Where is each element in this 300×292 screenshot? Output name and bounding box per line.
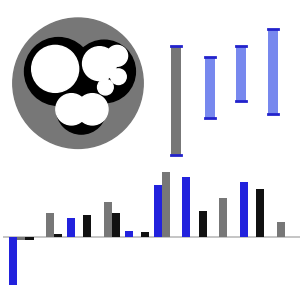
Bar xyxy=(236,46,246,101)
Bar xyxy=(162,172,170,237)
Bar xyxy=(182,176,190,237)
Circle shape xyxy=(25,38,92,105)
Bar xyxy=(154,185,162,237)
Circle shape xyxy=(98,79,113,95)
Bar xyxy=(141,232,149,237)
Circle shape xyxy=(77,94,108,125)
Bar xyxy=(83,215,91,237)
Bar xyxy=(46,213,54,237)
Bar xyxy=(67,218,75,237)
Bar xyxy=(104,202,112,237)
Bar xyxy=(256,189,264,237)
Bar xyxy=(277,222,285,237)
Bar xyxy=(199,211,207,237)
Bar xyxy=(9,237,17,285)
Circle shape xyxy=(107,45,128,66)
Bar xyxy=(268,29,278,114)
Bar xyxy=(219,198,227,237)
Bar xyxy=(240,182,248,237)
Circle shape xyxy=(56,84,106,134)
Bar xyxy=(17,237,26,240)
Circle shape xyxy=(56,94,87,125)
Bar xyxy=(54,234,62,237)
Bar xyxy=(125,231,133,237)
Bar xyxy=(112,213,120,237)
Circle shape xyxy=(111,69,126,84)
Circle shape xyxy=(73,40,135,103)
Bar xyxy=(26,237,34,240)
Circle shape xyxy=(82,47,116,81)
Circle shape xyxy=(32,45,79,92)
Circle shape xyxy=(13,18,143,148)
Bar xyxy=(171,46,181,155)
Bar xyxy=(205,57,215,118)
